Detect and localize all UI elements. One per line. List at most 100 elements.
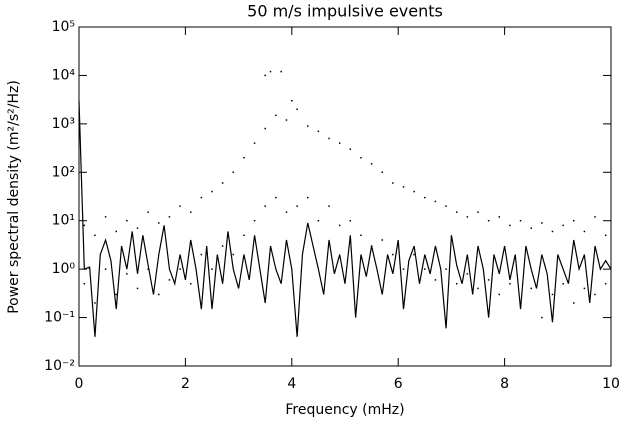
dot bbox=[583, 287, 586, 290]
dot bbox=[296, 108, 298, 111]
dot bbox=[466, 216, 469, 218]
dot bbox=[232, 171, 235, 174]
dot bbox=[338, 142, 341, 144]
dot bbox=[455, 211, 458, 213]
dot bbox=[402, 186, 405, 188]
dot bbox=[328, 205, 330, 207]
dot bbox=[285, 119, 288, 121]
dot bbox=[562, 224, 564, 227]
dot bbox=[541, 316, 543, 319]
dot bbox=[179, 205, 181, 207]
dot bbox=[147, 268, 149, 270]
dot bbox=[115, 230, 117, 233]
plot-frame bbox=[78, 26, 612, 367]
dot bbox=[275, 196, 277, 199]
dot bbox=[253, 142, 256, 144]
dot bbox=[243, 234, 245, 237]
dot bbox=[264, 74, 266, 77]
dot bbox=[360, 234, 362, 237]
dot bbox=[264, 205, 266, 207]
dot bbox=[158, 222, 160, 224]
dot bbox=[307, 125, 309, 127]
dot bbox=[136, 227, 139, 229]
dot bbox=[541, 222, 543, 224]
dot bbox=[583, 230, 586, 233]
dot bbox=[477, 211, 479, 213]
dot bbox=[413, 253, 415, 256]
dot bbox=[413, 190, 415, 193]
dot bbox=[104, 216, 107, 218]
dot bbox=[466, 273, 469, 275]
y-tick-label: 10⁴ bbox=[52, 67, 76, 83]
dot bbox=[83, 282, 86, 285]
dot bbox=[211, 268, 213, 270]
dot bbox=[477, 287, 479, 290]
dot bbox=[115, 293, 117, 296]
dot bbox=[200, 253, 203, 256]
dot bbox=[269, 70, 272, 73]
dot bbox=[126, 273, 128, 275]
dot bbox=[487, 279, 490, 281]
dot bbox=[317, 219, 320, 222]
dot bbox=[264, 127, 266, 130]
x-tick-label: 2 bbox=[181, 376, 190, 392]
dot bbox=[147, 211, 149, 213]
y-axis-label: Power spectral density (m²/s²/Hz) bbox=[6, 80, 22, 314]
dot bbox=[296, 205, 298, 207]
dot bbox=[158, 293, 160, 296]
dot bbox=[189, 282, 192, 285]
x-tick-label: 4 bbox=[287, 376, 296, 392]
y-tick-label: 10² bbox=[52, 164, 75, 180]
dot bbox=[280, 70, 282, 73]
dot bbox=[200, 196, 203, 199]
dot bbox=[168, 279, 171, 281]
dot bbox=[519, 219, 522, 222]
dot bbox=[168, 216, 171, 218]
dot bbox=[94, 234, 96, 237]
dot bbox=[179, 268, 181, 270]
dot bbox=[424, 196, 426, 199]
dot bbox=[349, 148, 352, 150]
dot bbox=[381, 171, 383, 174]
dot bbox=[392, 182, 394, 184]
dot bbox=[94, 302, 96, 304]
dot bbox=[424, 268, 426, 270]
dot bbox=[360, 156, 362, 159]
dot bbox=[349, 219, 352, 222]
psd-line bbox=[78, 100, 612, 337]
dot bbox=[221, 245, 224, 247]
dot bbox=[530, 287, 532, 290]
dot bbox=[509, 282, 511, 285]
dot bbox=[445, 268, 447, 270]
y-tick-label: 10⁻² bbox=[44, 358, 75, 374]
dot bbox=[381, 239, 383, 241]
dot bbox=[370, 163, 373, 165]
dot bbox=[434, 200, 437, 203]
y-tick-label: 10³ bbox=[52, 116, 75, 132]
dot bbox=[253, 219, 256, 222]
x-axis-label: Frequency (mHz) bbox=[285, 402, 404, 418]
dot bbox=[338, 224, 341, 227]
dot bbox=[573, 302, 575, 304]
x-tick-label: 6 bbox=[394, 376, 403, 392]
dot bbox=[530, 227, 532, 229]
dot bbox=[604, 282, 607, 285]
x-tick-label: 8 bbox=[500, 376, 509, 392]
dot bbox=[551, 230, 554, 233]
dot bbox=[211, 190, 213, 193]
x-tick-label: 10 bbox=[602, 376, 620, 392]
dot bbox=[434, 279, 437, 281]
dot bbox=[189, 211, 192, 213]
dot bbox=[291, 100, 293, 102]
dot bbox=[221, 182, 224, 184]
x-tick-label: 0 bbox=[75, 376, 84, 392]
dot bbox=[328, 137, 330, 140]
dot bbox=[402, 268, 405, 270]
dot bbox=[594, 216, 596, 218]
y-tick-label: 10⁻¹ bbox=[44, 310, 75, 326]
dot bbox=[243, 156, 245, 159]
y-tick-label: 10⁵ bbox=[52, 19, 75, 35]
dot bbox=[487, 219, 490, 222]
y-tick-label: 10¹ bbox=[52, 213, 75, 229]
